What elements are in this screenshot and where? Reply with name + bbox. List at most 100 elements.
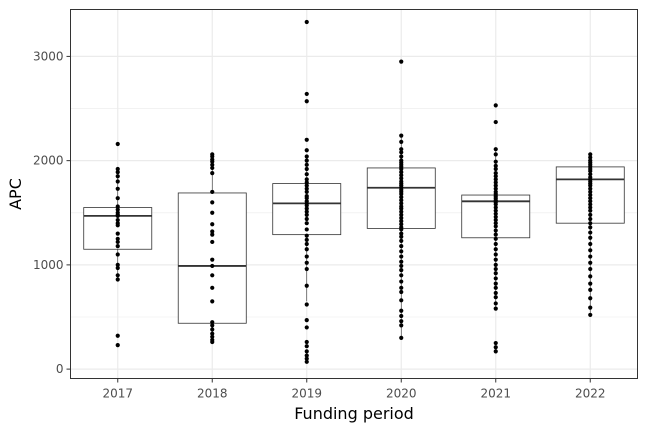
data-point [588, 296, 593, 301]
data-point [493, 205, 498, 210]
data-point [304, 233, 309, 238]
data-point [399, 209, 404, 214]
data-point [493, 285, 498, 290]
data-point [210, 257, 215, 262]
data-point [304, 318, 309, 323]
data-point [304, 148, 309, 153]
data-point [399, 170, 404, 175]
data-point [210, 331, 215, 336]
data-point [304, 212, 309, 217]
data-point [304, 166, 309, 172]
data-point [210, 239, 215, 245]
data-point [115, 231, 120, 236]
data-point [493, 232, 498, 237]
data-point [493, 228, 498, 233]
data-point [304, 237, 309, 242]
data-point [493, 214, 498, 220]
data-point [493, 306, 498, 311]
data-point [304, 266, 309, 272]
data-point [588, 254, 593, 259]
data-point [588, 312, 593, 318]
data-point [399, 263, 404, 269]
data-point [588, 274, 593, 279]
data-point [304, 302, 309, 307]
data-point [210, 165, 215, 171]
data-point [399, 139, 404, 144]
data-point [210, 162, 215, 167]
data-point [588, 241, 593, 247]
data-point [115, 273, 120, 278]
data-point [588, 186, 593, 191]
data-point [115, 252, 120, 257]
data-point [399, 212, 404, 217]
data-point [399, 173, 404, 178]
x-tick-label: 2017 [102, 387, 133, 401]
data-point [115, 174, 120, 179]
data-point [304, 203, 309, 208]
data-point [493, 349, 498, 354]
data-point [588, 212, 593, 217]
data-point [493, 183, 498, 188]
data-point [493, 211, 498, 216]
data-point [304, 186, 309, 191]
data-point [115, 141, 120, 147]
data-point [210, 263, 215, 269]
data-point [304, 227, 309, 232]
data-point [399, 319, 404, 324]
data-point [399, 323, 404, 328]
data-point [304, 99, 309, 104]
data-point [588, 260, 593, 265]
data-point [493, 281, 498, 286]
data-point [304, 221, 309, 226]
data-point [115, 223, 120, 228]
data-point [493, 266, 498, 272]
data-point [493, 202, 498, 207]
data-point [493, 271, 498, 276]
data-point [588, 192, 593, 198]
data-point [399, 254, 404, 259]
data-point [304, 209, 309, 214]
data-point [304, 254, 309, 259]
data-point [399, 219, 404, 224]
data-point [304, 356, 309, 361]
data-point [210, 200, 215, 205]
data-point [493, 166, 498, 172]
data-point [399, 198, 404, 203]
data-point [304, 189, 309, 195]
data-point [210, 339, 215, 345]
data-point [210, 159, 215, 164]
y-axis-title: APC [6, 178, 25, 210]
panel-border [70, 9, 638, 379]
data-point [399, 238, 404, 244]
data-point [588, 225, 593, 230]
data-point [493, 224, 498, 229]
data-point [588, 205, 593, 210]
y-tick-label: 3000 [33, 49, 64, 63]
data-point [399, 201, 404, 206]
data-point [493, 177, 498, 182]
data-point [588, 208, 593, 213]
box-2018 [177, 154, 247, 343]
x-tick-label: 2021 [480, 387, 511, 401]
x-axis-title: Funding period [294, 404, 414, 423]
data-point [304, 247, 309, 252]
data-point [588, 183, 593, 188]
data-point [588, 230, 593, 235]
data-point [399, 273, 404, 278]
data-point [399, 285, 404, 290]
data-point [588, 199, 593, 204]
data-point [304, 349, 309, 354]
data-point [304, 339, 309, 345]
data-point [399, 313, 404, 319]
data-point [588, 196, 593, 201]
panel-grid [70, 9, 638, 379]
data-point [399, 308, 404, 313]
data-point [304, 177, 309, 182]
data-point [210, 222, 215, 227]
y-axis-ticks: 0 1000 2000 3000 [33, 49, 71, 376]
data-point [493, 241, 498, 247]
data-point [493, 257, 498, 262]
data-point [493, 236, 498, 241]
data-point [210, 334, 215, 339]
